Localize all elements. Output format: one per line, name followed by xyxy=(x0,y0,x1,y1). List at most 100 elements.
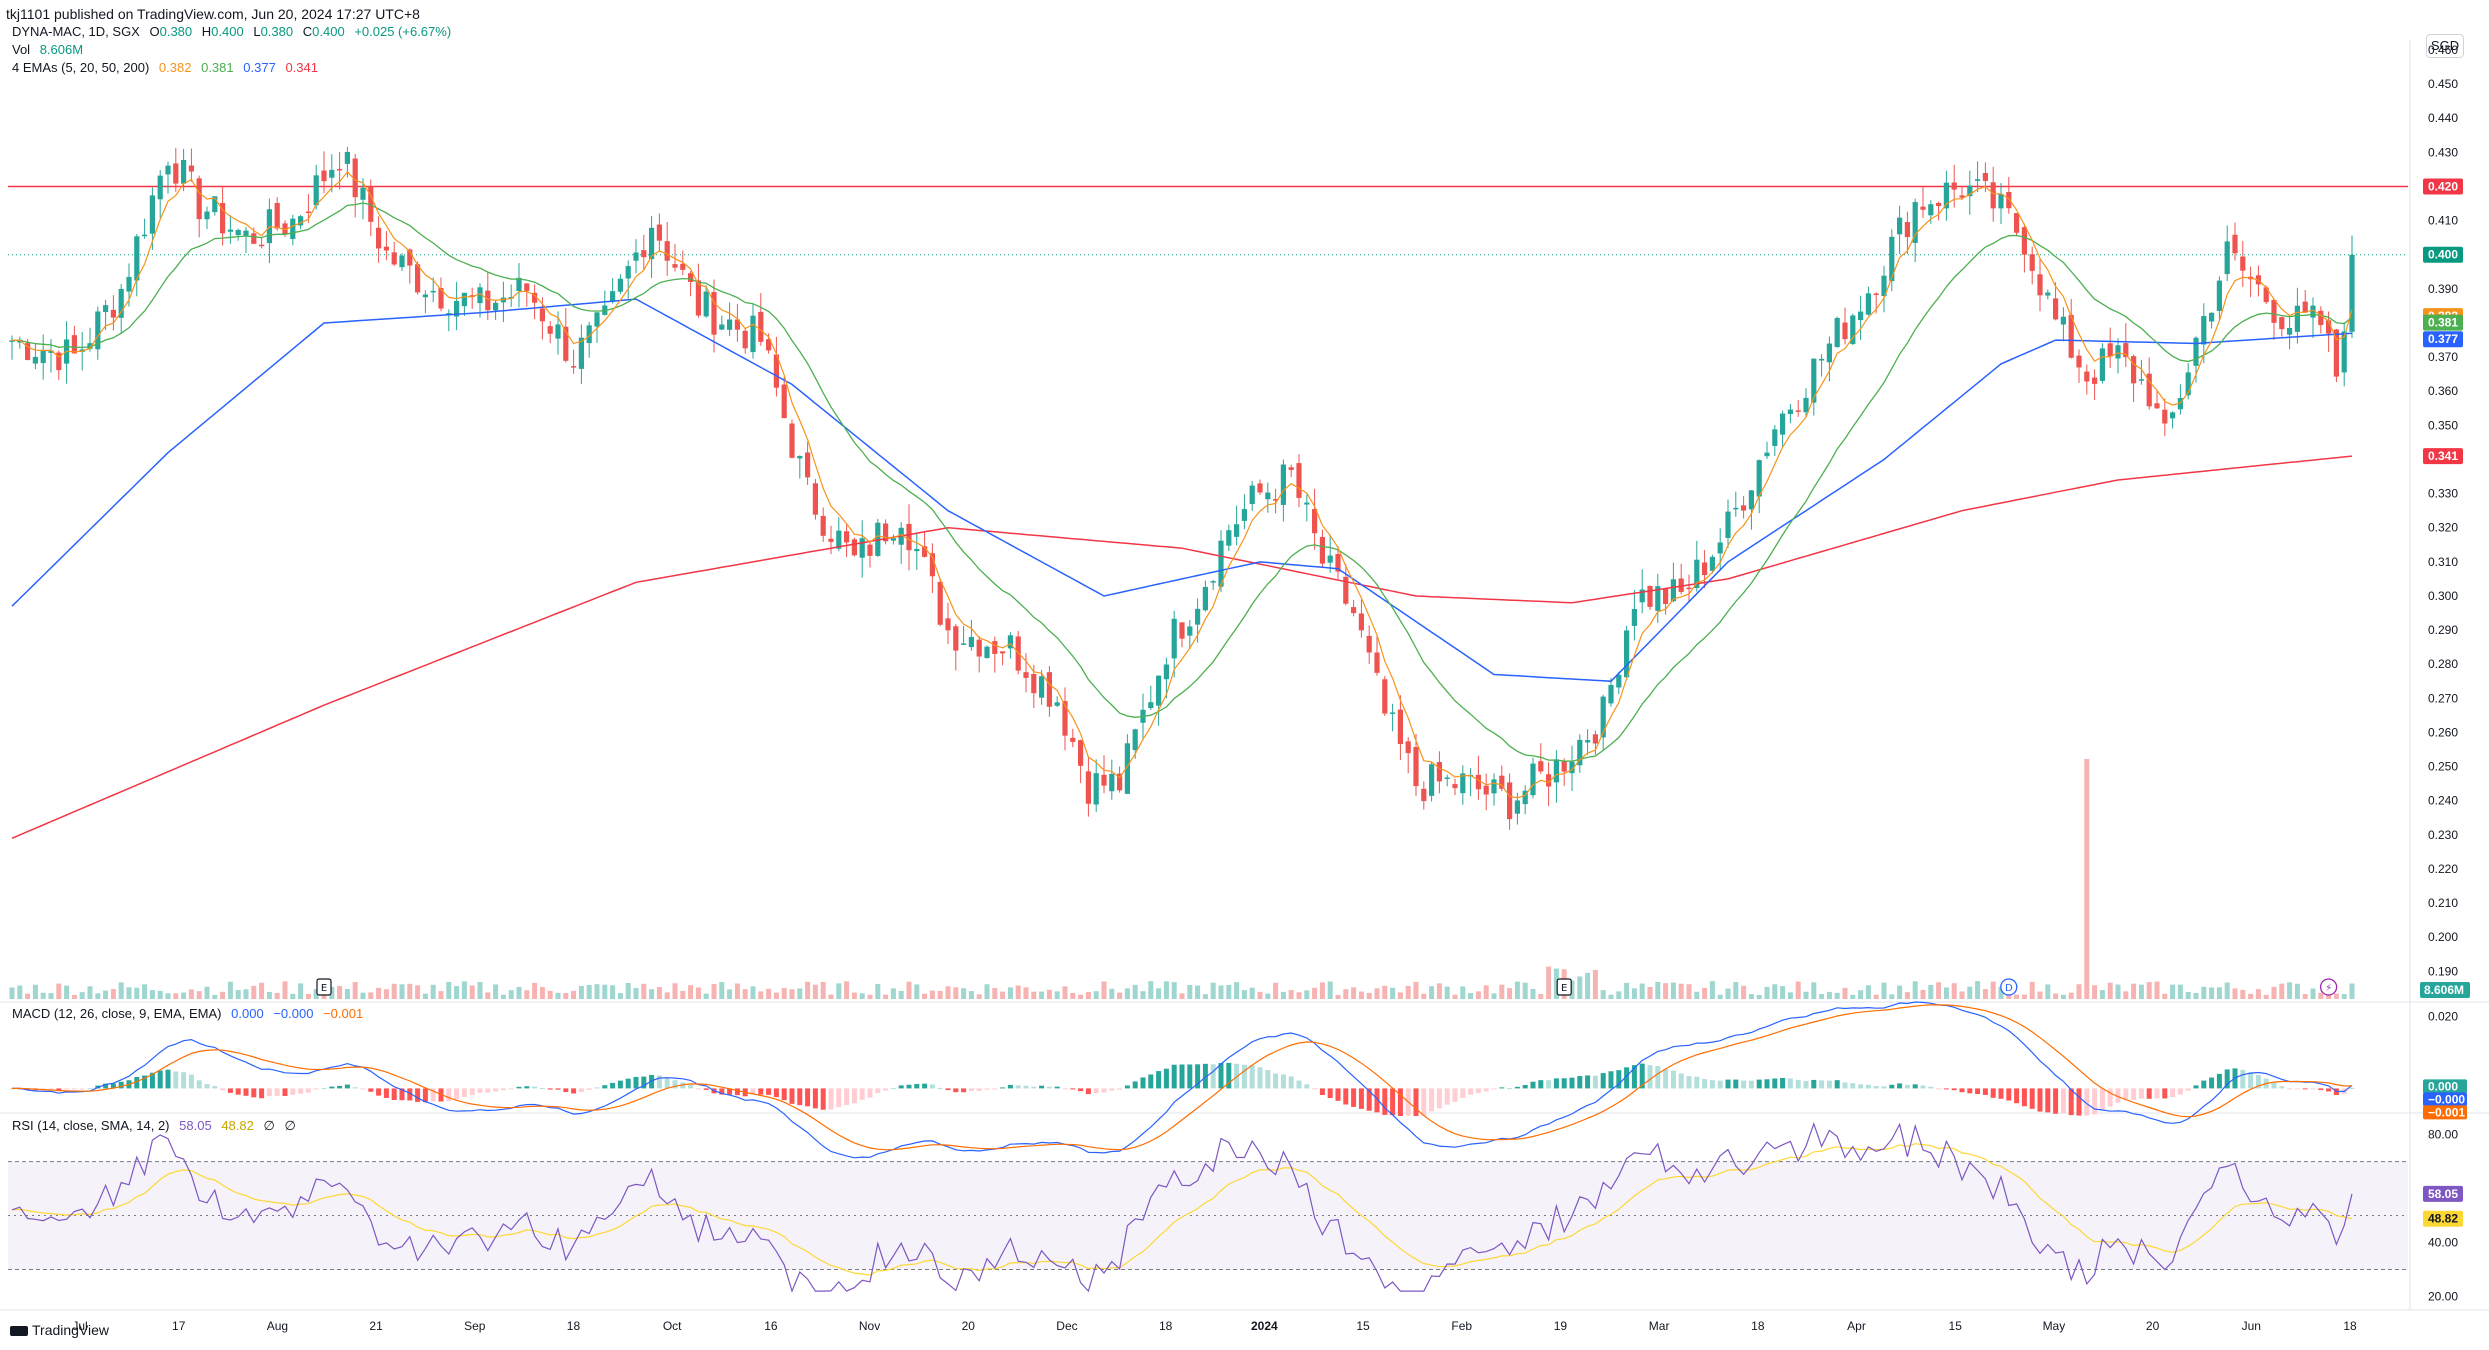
candle-body xyxy=(1943,182,1949,209)
event-marker-label: ⚡ xyxy=(2325,983,2332,994)
volume-bar xyxy=(2021,994,2027,999)
candle xyxy=(1226,524,1232,551)
candle xyxy=(1304,494,1310,522)
candle xyxy=(500,281,506,323)
candle xyxy=(329,154,335,193)
ema50-value: 0.377 xyxy=(243,60,276,75)
candle-body xyxy=(672,264,678,268)
rsi-line xyxy=(11,1121,2353,1293)
candle-body xyxy=(2294,305,2300,332)
macd-hist-bar xyxy=(1670,1070,1676,1089)
macd-hist-bar xyxy=(1171,1064,1177,1089)
candle-body xyxy=(914,548,920,552)
candle-body xyxy=(1538,761,1544,772)
candle xyxy=(376,216,382,263)
price-tick-label: 0.350 xyxy=(2428,418,2458,432)
macd-hist-bar xyxy=(1296,1080,1302,1089)
volume-bar xyxy=(1990,981,1996,999)
macd-hist-bar xyxy=(1358,1088,1364,1109)
candle-body xyxy=(1132,729,1138,751)
volume-bar xyxy=(1819,994,1825,999)
candle xyxy=(1234,505,1240,546)
volume-bar xyxy=(789,989,795,999)
currency-button[interactable]: SGD xyxy=(2426,34,2464,58)
volume-bar xyxy=(734,983,740,999)
price-tick-label: 0.390 xyxy=(2428,282,2458,296)
macd-hist-bar xyxy=(1850,1083,1856,1089)
candle xyxy=(1764,441,1770,460)
macd-hist-bar xyxy=(360,1088,366,1090)
volume-bar xyxy=(812,984,818,999)
macd-hist-bar xyxy=(1780,1077,1786,1089)
time-tick-label: Oct xyxy=(663,1319,682,1333)
macd-hist-bar xyxy=(1764,1079,1770,1089)
macd-hist-bar xyxy=(1218,1063,1224,1089)
ema5-value: 0.382 xyxy=(158,60,192,75)
volume-bar xyxy=(1858,990,1864,999)
volume-bar xyxy=(532,982,538,999)
candle-body xyxy=(1616,674,1622,688)
macd-hist-bar xyxy=(649,1074,655,1089)
volume-bar xyxy=(1624,982,1630,999)
volume-bar xyxy=(1421,993,1427,999)
macd-hist-bar xyxy=(204,1084,210,1089)
candle xyxy=(1803,388,1809,417)
candle xyxy=(672,244,678,272)
candle xyxy=(142,218,148,239)
event-marker: E xyxy=(1556,978,1572,996)
candle xyxy=(1078,739,1084,783)
candle-body xyxy=(1179,622,1185,639)
ema200-value: 0.341 xyxy=(285,60,318,75)
candle xyxy=(742,328,748,354)
candle xyxy=(212,196,218,216)
volume-bar xyxy=(1382,985,1388,999)
candle xyxy=(1397,695,1403,761)
event-marker: ⚡ xyxy=(2319,978,2338,996)
candle xyxy=(32,343,38,370)
volume-bar xyxy=(118,982,124,999)
price-tick-label: 0.260 xyxy=(2428,725,2458,739)
candle xyxy=(368,179,374,237)
rsi-empty-1: ∅ xyxy=(263,1118,275,1133)
candle xyxy=(2068,298,2074,359)
volume-bar xyxy=(383,989,389,999)
candle-body xyxy=(812,483,818,515)
candle-body xyxy=(2092,377,2098,384)
macd-hist-bar xyxy=(914,1083,920,1089)
candle xyxy=(1382,675,1388,716)
macd-hist-bar xyxy=(867,1088,873,1098)
time-tick-label: Sep xyxy=(464,1319,486,1333)
candle-body xyxy=(1382,679,1388,714)
volume-bar xyxy=(1717,994,1723,999)
volume-bar xyxy=(1920,989,1926,999)
macd-hist-bar xyxy=(875,1088,881,1094)
candle xyxy=(2201,303,2207,364)
candle xyxy=(922,531,928,558)
macd-label-text: −0.001 xyxy=(2428,1105,2465,1119)
candle xyxy=(563,307,569,363)
candle xyxy=(547,321,553,344)
volume-bar xyxy=(1304,990,1310,999)
candle xyxy=(516,263,522,308)
candle xyxy=(2224,225,2230,282)
macd-hist-bar xyxy=(1249,1065,1255,1089)
volume-bar xyxy=(399,984,405,999)
volume-bar xyxy=(1780,986,1786,999)
candle xyxy=(1858,295,1864,340)
candle-body xyxy=(906,523,912,551)
volume-bar xyxy=(508,990,514,999)
ema5-line xyxy=(11,170,2353,799)
candle-body xyxy=(1858,311,1864,321)
time-tick-label: 15 xyxy=(1949,1319,1963,1333)
time-axis: Jul 17 Aug 21 Sep 18 Oct 16 Nov 20 Dec 18 2024 15 Feb 1… xyxy=(72,1319,2357,1333)
macd-hist-bar xyxy=(2154,1088,2160,1099)
candle-body xyxy=(734,319,740,330)
price-tick-label: 0.230 xyxy=(2428,828,2458,842)
volume-bars xyxy=(9,759,2355,999)
macd-hist-bar xyxy=(48,1088,54,1090)
candle-body xyxy=(1273,499,1279,501)
candle-body xyxy=(1023,672,1029,678)
price-label-text: 0.341 xyxy=(2428,449,2458,463)
volume-bar xyxy=(703,993,709,999)
